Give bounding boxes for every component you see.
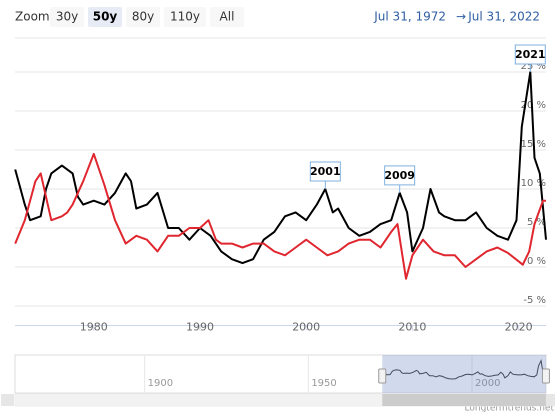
zoom-button[interactable] [50,7,84,27]
annotation-flag: 2001 [309,161,341,189]
credit: Longtermtrends.net [465,404,555,412]
flag-box [309,161,341,182]
x-tick-label: 1990 [186,321,214,334]
series-line [14,71,547,265]
scroll-left[interactable] [1,394,14,406]
navigator-tick-label: 2000 [475,378,500,389]
navigator-handle[interactable] [378,368,387,384]
zoom-button-label[interactable]: All [220,10,235,24]
series-line [14,152,546,280]
x-tick-label: 1980 [80,321,108,334]
y-tick-label: 25 % [521,61,546,72]
flag-box [384,165,416,186]
zoom-button[interactable] [164,7,206,27]
scrollbar-thumb[interactable] [382,394,546,406]
flag-label: 2009 [384,169,415,182]
navigator-tick-label: 1900 [148,378,173,389]
navigator-bg [14,354,547,394]
annotation-flag: 2009 [384,165,416,193]
range-arrow: → [456,10,466,24]
zoom-button[interactable] [210,7,244,27]
y-tick-label: 10 % [521,178,546,189]
y-tick-label: -5 % [523,295,546,306]
navigator-handle[interactable] [541,368,550,384]
zoom-label: Zoom [15,10,50,24]
zoom-button-label[interactable]: 50y [93,10,118,24]
x-tick-label: 2010 [398,321,426,334]
x-tick-label: 2000 [292,321,320,334]
navigator-tick-label: 1950 [311,378,336,389]
y-tick-label: 20 % [521,100,546,111]
flag-label: 2001 [310,165,341,178]
navigator-mask[interactable] [382,355,546,393]
navigator-line [381,359,547,380]
range-to[interactable]: Jul 31, 2022 [467,10,540,24]
x-tick-label: 2020 [505,321,533,334]
flag-box [514,44,546,65]
scroll-right[interactable] [546,394,555,406]
zoom-button-label[interactable]: 110y [170,10,200,24]
zoom-button[interactable] [88,7,122,27]
zoom-button-label[interactable]: 30y [56,10,78,24]
zoom-button-label[interactable]: 80y [132,10,154,24]
y-tick-label: 0 % [527,256,546,267]
y-tick-label: 5 % [527,217,546,228]
range-from[interactable]: Jul 31, 1972 [373,10,446,24]
flag-label: 2021 [515,48,546,61]
annotation-flag: 2021 [514,44,546,72]
zoom-button[interactable] [126,7,160,27]
